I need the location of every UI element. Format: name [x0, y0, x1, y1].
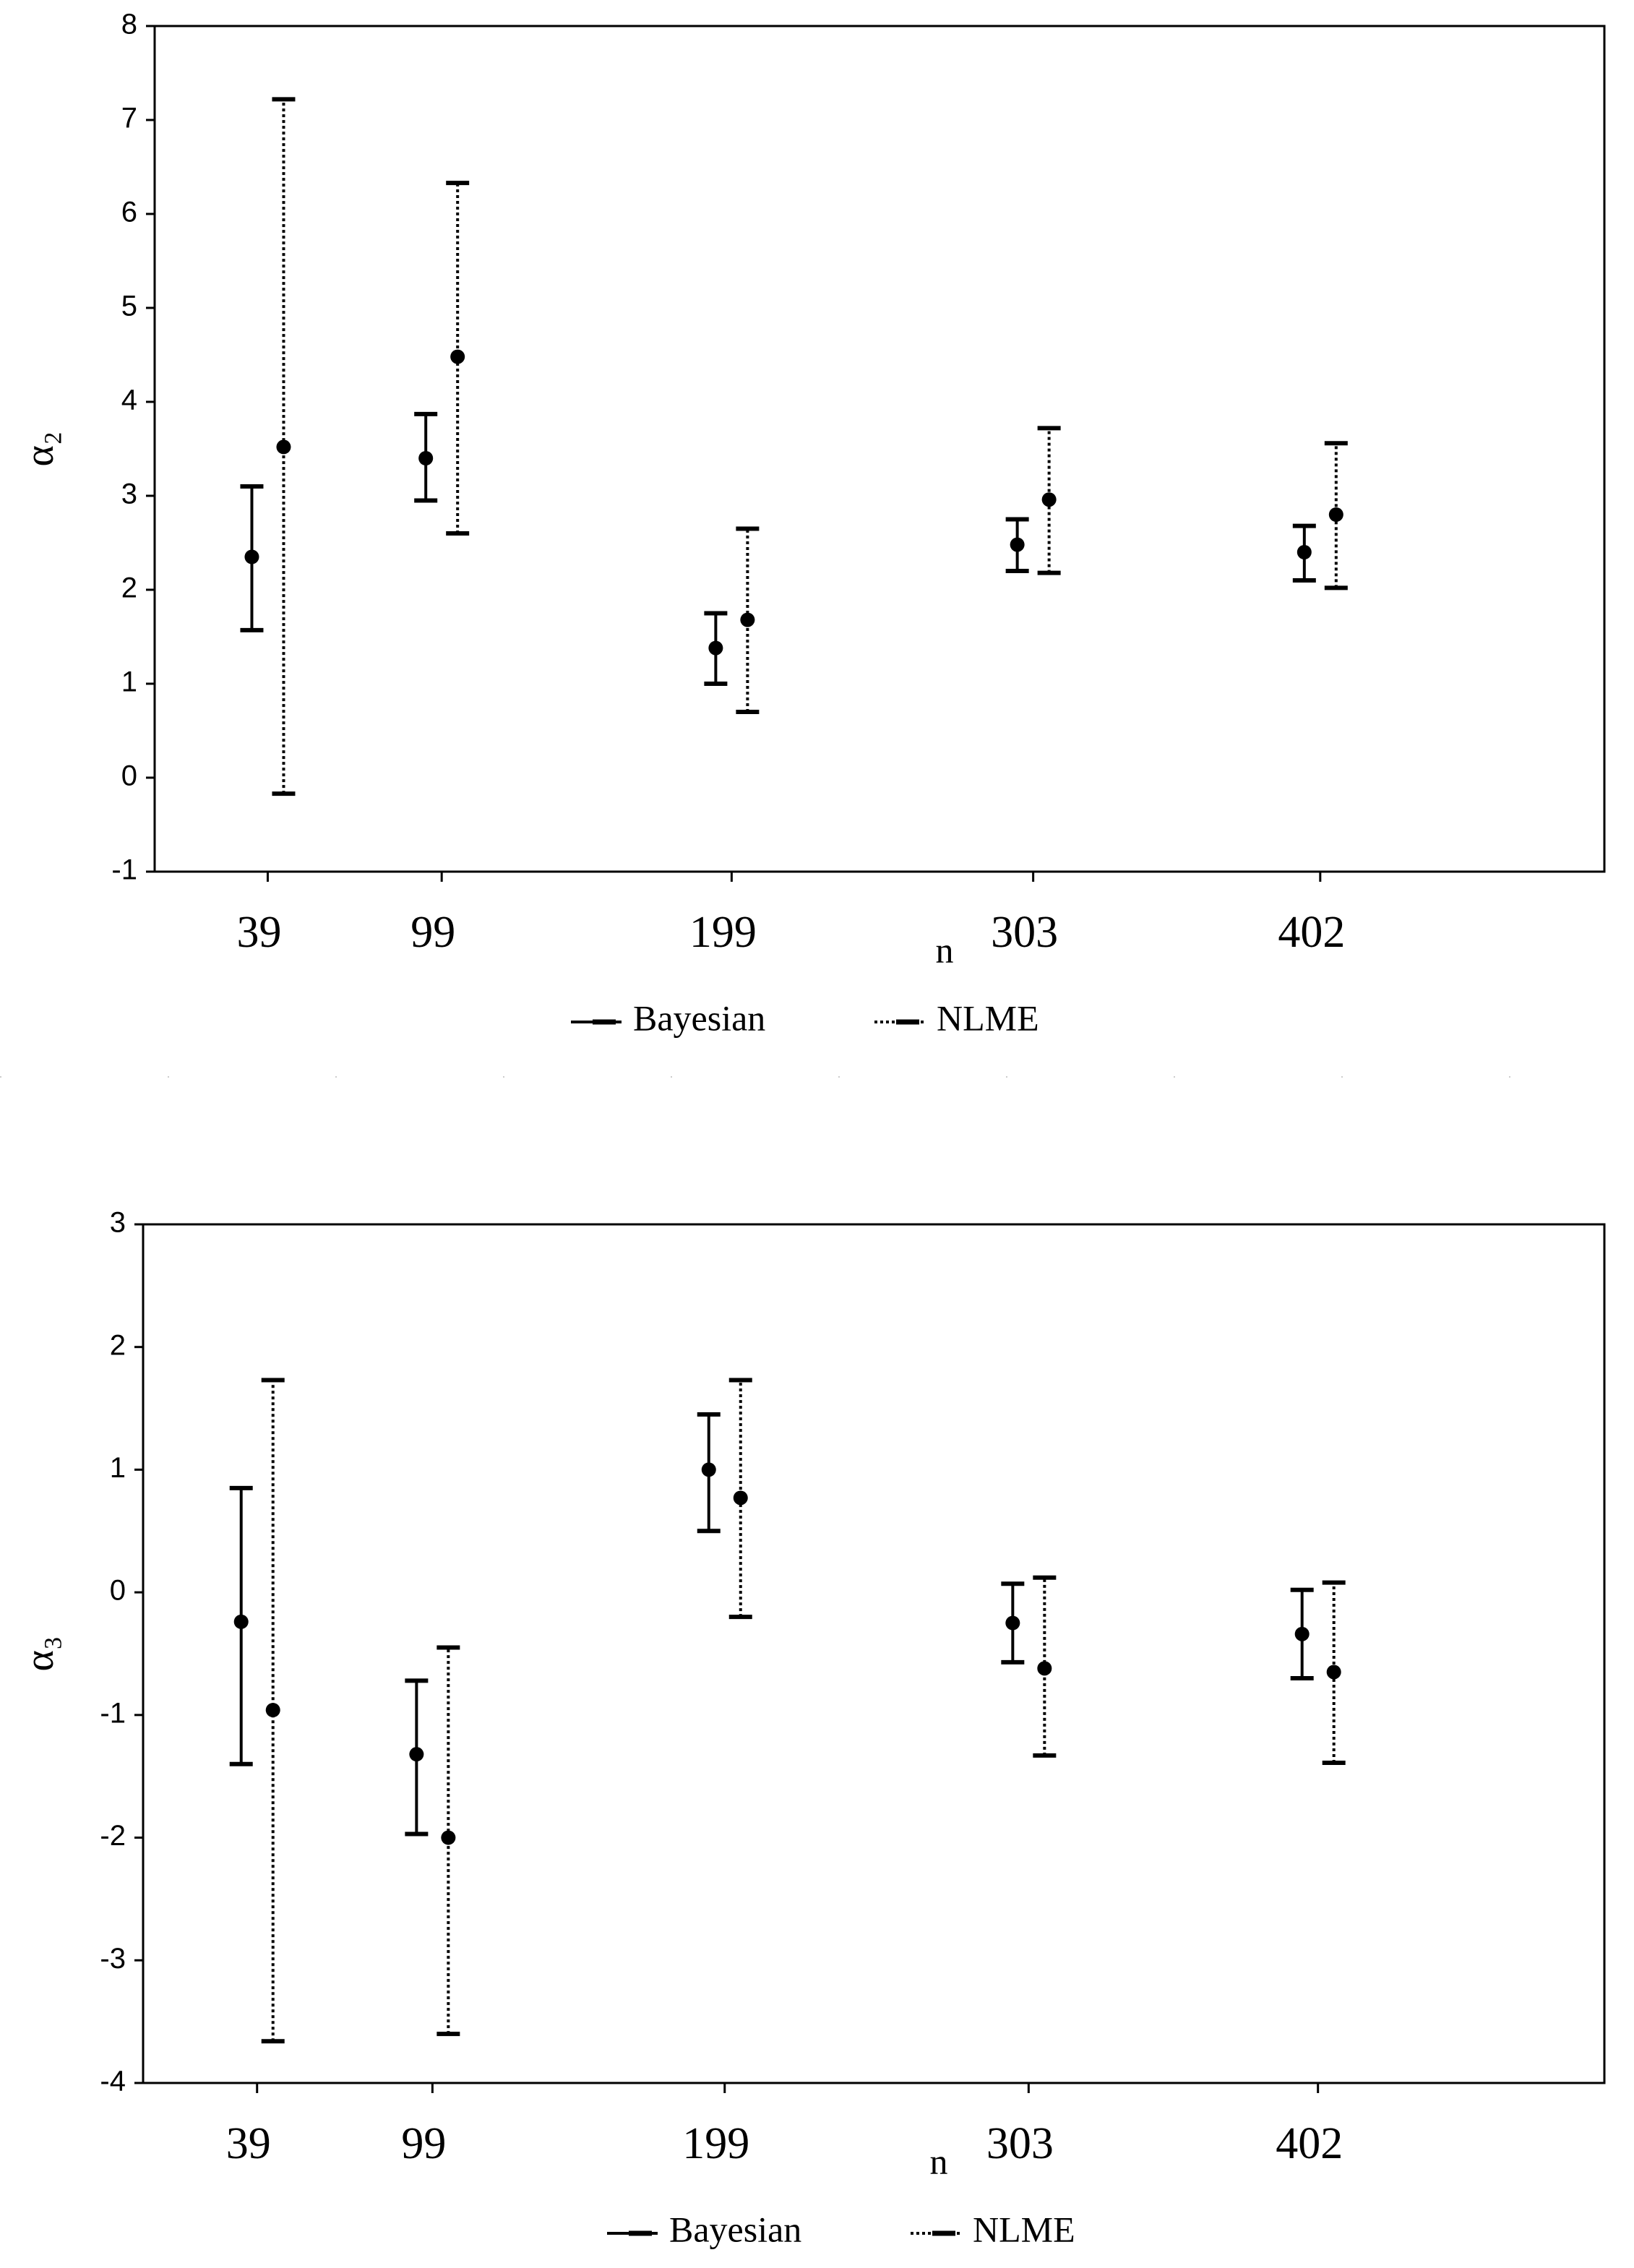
legend-label: NLME: [937, 997, 1039, 1038]
legend-label: Bayesian: [633, 997, 765, 1038]
point: [701, 1462, 716, 1477]
legend-label: Bayesian: [669, 2209, 801, 2249]
point: [1326, 1665, 1341, 1680]
y-tick-label: 3: [110, 1207, 126, 1239]
x-tick-label: 199: [689, 908, 757, 957]
y-tick-label: -2: [100, 1820, 126, 1852]
y-tick-label: 7: [121, 103, 137, 134]
y-tick-label: 1: [110, 1452, 126, 1484]
point: [1037, 1661, 1052, 1676]
y-tick-label: 1: [121, 666, 137, 698]
x-tick-label: 99: [401, 2119, 446, 2168]
legend-label: NLME: [973, 2209, 1075, 2249]
y-axis-label: α₂: [17, 431, 62, 467]
x-tick-label: 402: [1278, 908, 1345, 957]
y-tick-label: 2: [121, 572, 137, 604]
x-tick-label: 303: [986, 2119, 1054, 2168]
point: [244, 549, 259, 564]
y-tick-label: -1: [100, 1697, 126, 1729]
point: [233, 1614, 249, 1629]
x-tick-label: 39: [236, 908, 281, 957]
point: [1328, 507, 1343, 522]
x-axis-label: n: [930, 2141, 948, 2181]
y-axis-label: α₃: [17, 1636, 62, 1672]
point: [1005, 1615, 1020, 1631]
point: [409, 1747, 424, 1762]
y-tick-label: -1: [111, 854, 137, 886]
y-tick-label: -3: [100, 1943, 126, 1975]
y-tick-label: 3: [121, 478, 137, 510]
y-tick-label: 0: [110, 1575, 126, 1607]
y-tick-label: -4: [100, 2066, 126, 2097]
y-tick-label: 6: [121, 197, 137, 228]
point: [1294, 1626, 1310, 1641]
x-tick-label: 303: [991, 908, 1058, 957]
point: [708, 640, 723, 656]
y-tick-label: 8: [121, 9, 137, 40]
y-tick-label: 0: [121, 760, 137, 792]
x-tick-label: 99: [410, 908, 455, 957]
plot-frame: [153, 25, 1606, 873]
point: [450, 349, 465, 364]
point: [1041, 492, 1057, 507]
point: [733, 1490, 748, 1505]
y-tick-label: 2: [110, 1329, 126, 1361]
x-tick-label: 39: [226, 2119, 271, 2168]
point: [276, 439, 291, 455]
x-tick-label: 402: [1276, 2119, 1343, 2168]
x-tick-label: 199: [682, 2119, 749, 2168]
plot-frame: [142, 1223, 1606, 2084]
point: [1297, 545, 1312, 559]
y-tick-label: 5: [121, 291, 137, 322]
point: [265, 1703, 280, 1718]
point: [740, 612, 755, 627]
y-tick-label: 4: [121, 385, 137, 416]
point: [1010, 537, 1025, 552]
point: [418, 451, 434, 465]
point: [441, 1830, 456, 1845]
x-axis-label: n: [936, 929, 954, 970]
